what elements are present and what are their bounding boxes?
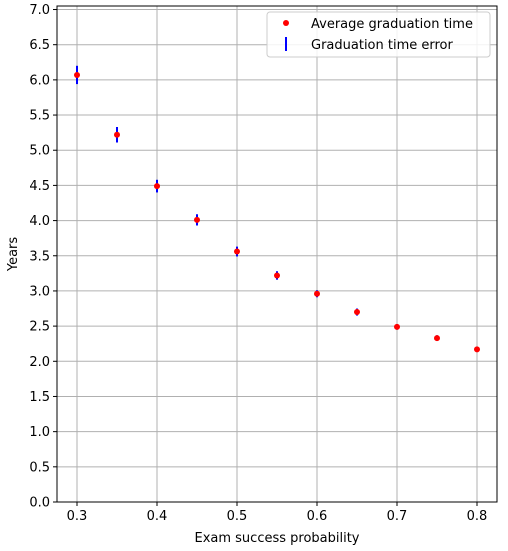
y-tick-label: 5.0 [29, 144, 50, 159]
data-point [154, 183, 160, 190]
legend-marker-average [283, 20, 289, 26]
legend-label-average: Average graduation time [311, 17, 473, 32]
y-tick-label: 3.5 [29, 249, 50, 264]
data-point [74, 71, 80, 78]
y-tick-label: 0.5 [29, 460, 50, 475]
x-tick-label: 0.6 [307, 509, 328, 524]
y-tick-label: 3.0 [29, 284, 50, 299]
y-tick-label: 1.5 [29, 390, 50, 405]
y-tick-label: 0.0 [29, 496, 50, 511]
legend-box [266, 11, 491, 58]
data-point [114, 131, 120, 138]
data-point [314, 290, 320, 297]
data-point [194, 216, 200, 223]
x-tick-label: 0.5 [227, 509, 248, 524]
x-tick-label: 0.4 [147, 509, 168, 524]
data-point [354, 309, 360, 316]
y-tick-label: 4.0 [29, 214, 50, 229]
x-axis-label: Exam success probability [194, 531, 359, 546]
x-tick-label: 0.3 [67, 509, 88, 524]
data-point [394, 323, 400, 330]
data-points [74, 71, 480, 353]
y-tick-label: 6.0 [29, 73, 50, 88]
x-axis-ticks: 0.3 0.4 0.5 0.6 0.7 0.8 [67, 502, 488, 524]
y-axis-label: Years [6, 237, 21, 273]
legend: Average graduation time Graduation time … [266, 11, 491, 58]
y-tick-label: 2.5 [29, 320, 50, 335]
data-point [474, 346, 480, 353]
y-tick-label: 2.0 [29, 355, 50, 370]
y-tick-label: 1.0 [29, 425, 50, 440]
x-tick-label: 0.7 [387, 509, 408, 524]
y-axis-ticks: 0.0 0.5 1.0 1.5 2.0 2.5 3.0 3.5 4.0 4.5 5.0 5.5 6.0 6… [29, 3, 57, 511]
y-tick-label: 7.0 [29, 3, 50, 18]
legend-label-error: Graduation time error [311, 38, 454, 53]
y-tick-label: 6.5 [29, 38, 50, 53]
data-point [234, 248, 240, 255]
plot-frame [56, 5, 498, 503]
y-tick-label: 4.5 [29, 179, 50, 194]
y-tick-label: 5.5 [29, 109, 50, 124]
data-point [274, 272, 280, 279]
data-point [434, 335, 440, 342]
x-tick-label: 0.8 [467, 509, 488, 524]
